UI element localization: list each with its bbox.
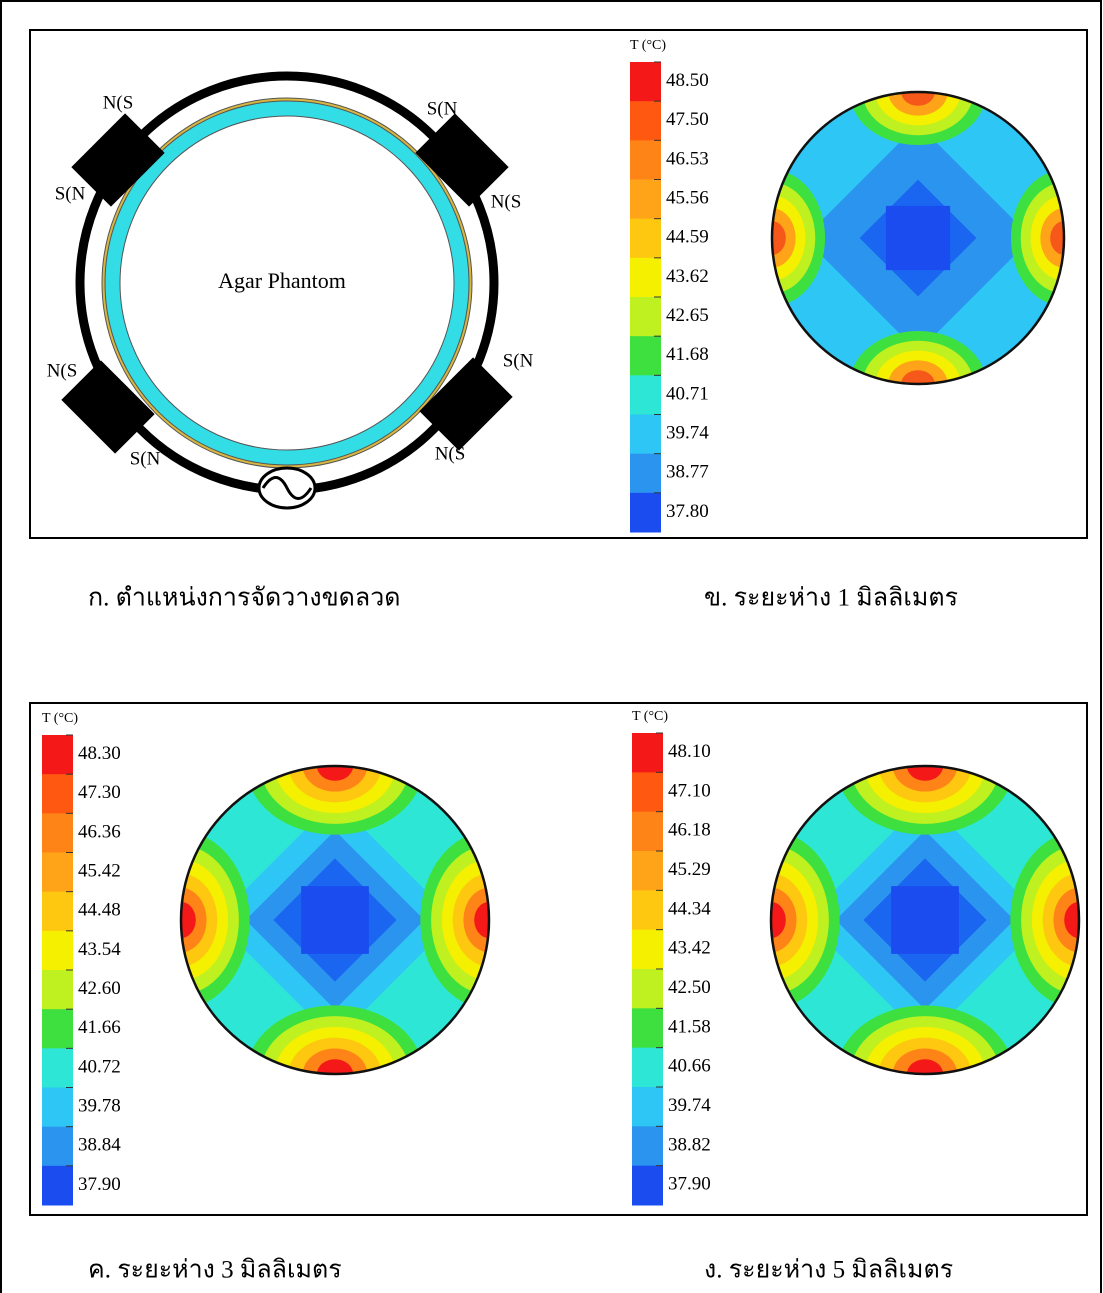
magnet-label: S(N: [503, 350, 534, 371]
colorbar-label: 39.78: [78, 1095, 121, 1116]
colorbar-band: [632, 1166, 663, 1206]
colorbar-label: 39.74: [668, 1095, 711, 1116]
colorbar-label: 48.30: [78, 743, 121, 764]
colorbar-band: [42, 774, 73, 814]
colorbar-band: [630, 219, 661, 259]
colorbar-band: [630, 62, 661, 102]
colorbar-label: 48.50: [666, 70, 709, 91]
contour-map: [719, 39, 1103, 437]
colorbar-band: [630, 493, 661, 533]
figure: Agar Phantom N(S S(N S(N N(S N(S S(N S(N N(S T …: [0, 0, 1103, 1293]
colorbar-label: 41.66: [78, 1017, 121, 1038]
contour-region: [301, 886, 369, 954]
colorbar-band: [42, 1166, 73, 1206]
colorbar-label: 47.30: [78, 782, 121, 803]
temperature-panel: T (°C) 48.50 47.50 46.53 45.56 44.59 43.62 42.6…: [630, 38, 1103, 532]
colorbar-label: 37.90: [668, 1174, 711, 1195]
contour-region: [886, 206, 950, 270]
colorbar-band: [42, 892, 73, 932]
colorbar-band: [42, 1048, 73, 1088]
colorbar-label: 43.54: [78, 939, 121, 960]
colorbar-label: 47.50: [666, 109, 709, 130]
colorbar-band: [632, 890, 663, 930]
colorbar-label: 42.65: [666, 305, 709, 326]
colorbar-band: [42, 1088, 73, 1128]
colorbar-band: [630, 258, 661, 298]
colorbar-band: [630, 454, 661, 494]
colorbar-band: [632, 1048, 663, 1088]
caption: ค. ระยะห่าง 3 มิลลิเมตร: [88, 1257, 342, 1284]
colorbar-band: [630, 180, 661, 220]
caption: ข. ระยะห่าง 1 มิลลิเมตร: [704, 585, 958, 612]
colorbar-title: T (°C): [42, 711, 78, 726]
colorbar-label: 38.84: [78, 1135, 121, 1156]
colorbar-label: 43.42: [668, 938, 711, 959]
colorbar-label: 47.10: [668, 780, 711, 801]
colorbar-label: 45.29: [668, 859, 711, 880]
magnet-label: N(S: [47, 360, 78, 381]
magnet-label: S(N: [55, 183, 86, 204]
temperature-panel: T (°C) 48.10 47.10 46.18 45.29 44.34 43.42 42.5…: [632, 697, 1103, 1205]
colorbar-band: [630, 297, 661, 337]
colorbar-label: 40.66: [668, 1056, 711, 1077]
colorbar-band: [42, 970, 73, 1010]
contour-map: [112, 697, 557, 1142]
colorbar-band: [42, 931, 73, 971]
magnet-label: S(N: [130, 448, 161, 469]
colorbar-title: T (°C): [632, 709, 668, 724]
colorbar-band: [630, 375, 661, 415]
colorbar-label: 43.62: [666, 266, 709, 287]
colorbar-title: T (°C): [630, 38, 666, 53]
colorbar-label: 38.82: [668, 1134, 711, 1155]
caption: ง. ระยะห่าง 5 มิลลิเมตร: [704, 1257, 953, 1284]
colorbar-label: 46.53: [666, 148, 709, 169]
colorbar-label: 44.48: [78, 900, 121, 921]
colorbar-label: 41.58: [668, 1016, 711, 1037]
colorbar-band: [632, 1087, 663, 1127]
colorbar-band: [42, 1127, 73, 1167]
magnet-label: N(S: [435, 443, 466, 464]
colorbar-band: [42, 853, 73, 893]
caption: ก. ตำแหน่งการจัดวางขดลวด: [88, 585, 401, 612]
colorbar-label: 48.10: [668, 741, 711, 762]
colorbar-band: [632, 930, 663, 970]
colorbar-label: 37.90: [78, 1174, 121, 1195]
colorbar-label: 44.34: [668, 898, 711, 919]
colorbar-label: 41.68: [666, 344, 709, 365]
colorbar-label: 40.72: [78, 1056, 121, 1077]
colorbar-label: 42.50: [668, 977, 711, 998]
colorbar-band: [632, 812, 663, 852]
magnet-label: N(S: [491, 191, 522, 212]
colorbar-label: 42.60: [78, 978, 121, 999]
temperature-panel: T (°C) 48.30 47.30 46.36 45.42 44.48 43.54 42.6…: [42, 697, 558, 1205]
colorbar-band: [630, 140, 661, 180]
colorbar-label: 45.56: [666, 187, 709, 208]
colorbar-band: [632, 1126, 663, 1166]
colorbar-band: [630, 336, 661, 376]
center-label: Agar Phantom: [218, 268, 346, 293]
colorbar-label: 46.36: [78, 821, 121, 842]
colorbar-label: 46.18: [668, 820, 711, 841]
colorbar-band: [630, 101, 661, 141]
colorbar-band: [632, 969, 663, 1009]
colorbar-band: [42, 1009, 73, 1049]
contour-map: [702, 697, 1103, 1142]
colorbar-band: [42, 813, 73, 853]
colorbar-band: [632, 733, 663, 773]
magnet-label: S(N: [427, 98, 458, 119]
colorbar-label: 45.42: [78, 860, 121, 881]
colorbar-label: 44.59: [666, 227, 709, 248]
colorbar-band: [632, 851, 663, 891]
magnet-label: N(S: [103, 92, 134, 113]
colorbar-band: [632, 1008, 663, 1048]
colorbar-label: 39.74: [666, 422, 709, 443]
colorbar-label: 38.77: [666, 462, 709, 483]
colorbar-label: 37.80: [666, 501, 709, 522]
colorbar-band: [630, 415, 661, 455]
colorbar-band: [42, 735, 73, 775]
colorbar-band: [632, 772, 663, 812]
contour-region: [891, 886, 959, 954]
colorbar-label: 40.71: [666, 383, 709, 404]
